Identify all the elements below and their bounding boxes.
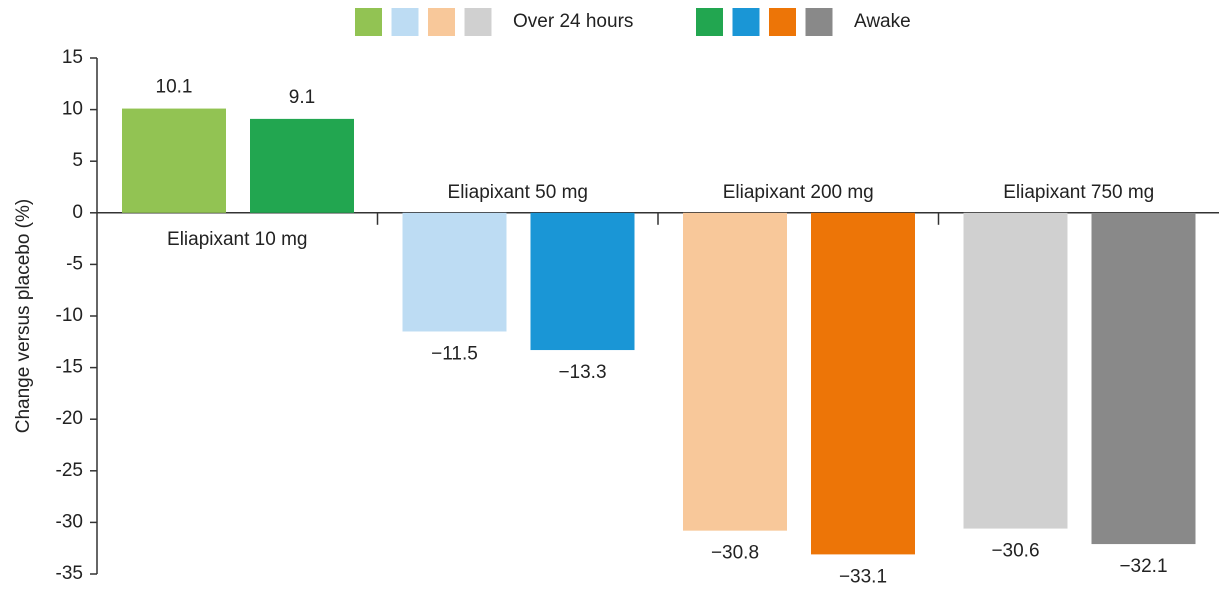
bar — [250, 118, 354, 213]
bar — [122, 108, 226, 213]
bar — [530, 212, 635, 351]
legend-swatch — [355, 8, 382, 36]
category-label: Eliapixant 10 mg — [167, 229, 307, 250]
bar — [683, 212, 787, 531]
value-label: 9.1 — [289, 87, 315, 108]
legend-swatch — [805, 8, 833, 36]
legend-swatch — [696, 8, 723, 36]
y-tick-label: -35 — [56, 563, 83, 584]
y-tick-label: -5 — [66, 253, 83, 274]
y-tick-label: -15 — [56, 357, 83, 378]
bar — [811, 212, 915, 555]
value-label: −32.1 — [1119, 556, 1167, 577]
legend-label: Awake — [854, 11, 911, 32]
value-label: −33.1 — [839, 566, 887, 587]
value-label: −30.8 — [711, 543, 759, 564]
y-tick-label: 5 — [72, 150, 83, 171]
legend-swatch — [732, 8, 760, 36]
y-tick-label: 10 — [62, 99, 83, 120]
legend-swatch — [769, 8, 796, 36]
value-label: 10.1 — [156, 77, 193, 98]
category-label: Eliapixant 50 mg — [448, 182, 588, 203]
y-tick-label: 0 — [72, 202, 83, 223]
y-tick-label: 15 — [62, 47, 83, 68]
value-label: −13.3 — [558, 362, 606, 383]
y-tick-label: -20 — [56, 408, 83, 429]
category-label: Eliapixant 750 mg — [1003, 182, 1154, 203]
y-tick-label: -30 — [56, 511, 83, 532]
y-tick-label: -25 — [56, 460, 83, 481]
legend-swatch — [391, 8, 419, 36]
bar — [402, 212, 507, 332]
y-tick-label: -10 — [56, 305, 83, 326]
legend-swatch — [464, 8, 492, 36]
bar — [1091, 212, 1196, 545]
y-axis-title: Change versus placebo (%) — [13, 199, 34, 433]
legend-label: Over 24 hours — [513, 11, 633, 32]
value-label: −11.5 — [431, 343, 478, 364]
legend-swatch — [428, 8, 455, 36]
value-label: −30.6 — [991, 541, 1039, 562]
bar — [963, 212, 1068, 529]
category-label: Eliapixant 200 mg — [723, 182, 874, 203]
